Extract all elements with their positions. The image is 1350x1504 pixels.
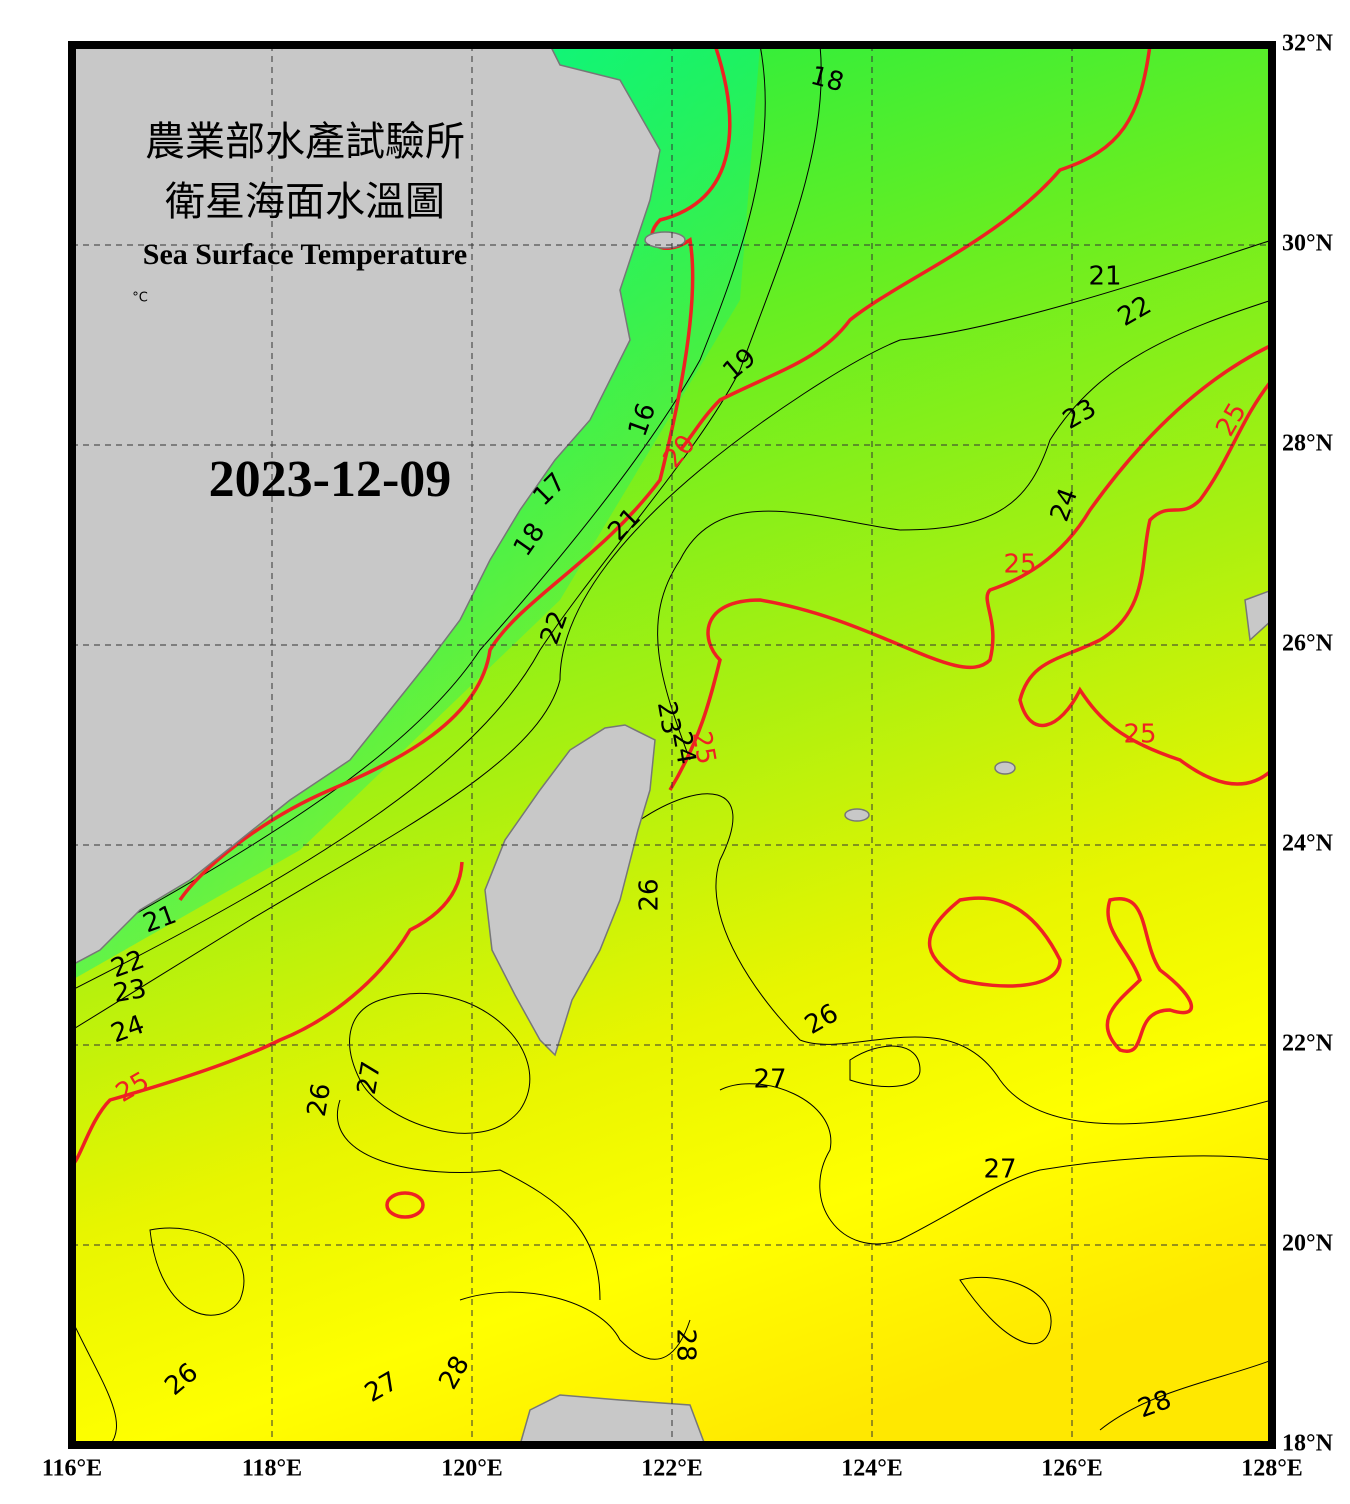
contour-label: 23	[651, 699, 686, 737]
y-tick-label: 20°N	[1282, 1231, 1334, 1257]
y-tick-label: 26°N	[1282, 631, 1334, 657]
contour-label: 25	[1123, 720, 1156, 750]
x-tick-label: 126°E	[1041, 1456, 1103, 1482]
contour-label: 23	[111, 974, 149, 1009]
x-tick-label: 128°E	[1241, 1456, 1303, 1482]
y-tick-label: 30°N	[1282, 231, 1334, 257]
date: 2023-12-09	[209, 451, 452, 508]
highlight-isotherms	[72, 45, 1272, 1219]
x-tick-label: 122°E	[641, 1456, 703, 1482]
land	[72, 45, 1272, 1445]
mainland	[72, 45, 661, 966]
x-tick-label: 118°E	[242, 1456, 302, 1482]
ryukyu	[1244, 589, 1272, 642]
x-tick-label: 120°E	[441, 1456, 503, 1482]
colorbar-unit: °C	[132, 291, 148, 306]
contour-label: 26	[635, 878, 665, 911]
luzon	[519, 1394, 706, 1445]
contour-label: 24	[666, 729, 701, 767]
x-tick-label: 124°E	[841, 1456, 903, 1482]
subtitle: Sea Surface Temperature	[143, 238, 467, 271]
taiwan	[484, 724, 656, 1057]
contour-label: 21	[1088, 262, 1121, 292]
y-tick-label: 22°N	[1282, 1031, 1334, 1057]
title-line: 衛星海面水溫圖	[165, 179, 445, 225]
y-tick-label: 24°N	[1282, 831, 1334, 857]
contour-label: 25	[686, 729, 721, 767]
contour-label: 26	[302, 1081, 337, 1119]
y-tick-label: 32°N	[1282, 31, 1334, 57]
x-tick-label: 116°E	[42, 1456, 102, 1482]
contour-label: 27	[352, 1059, 387, 1097]
map-frame	[68, 41, 1276, 1449]
contour-label: 28	[671, 1328, 701, 1361]
isotherms	[72, 45, 1272, 1445]
y-tick-label: 28°N	[1282, 431, 1334, 457]
y-tick-label: 18°N	[1282, 1431, 1334, 1457]
contour-label: 27	[983, 1155, 1016, 1185]
contour-label: 25	[1003, 550, 1036, 580]
contour-label: 27	[753, 1065, 786, 1095]
title-line: 農業部水產試驗所	[145, 119, 465, 165]
